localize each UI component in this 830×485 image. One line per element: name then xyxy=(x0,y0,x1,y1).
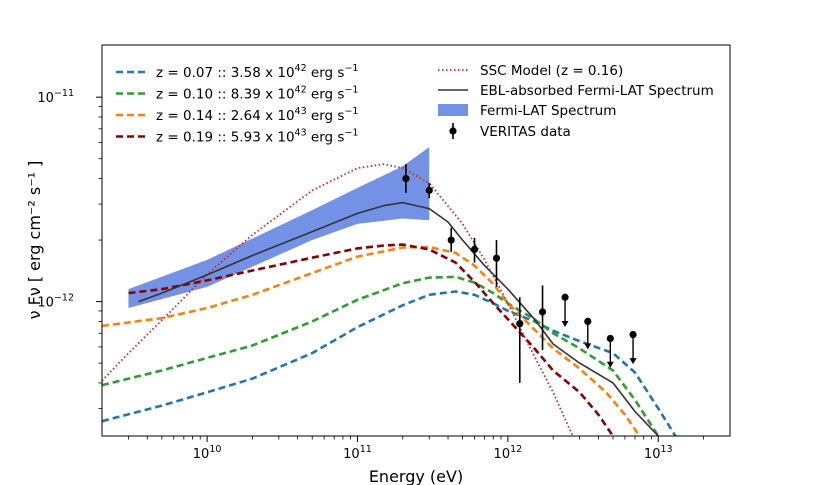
legend-swatch-veritas-dot xyxy=(449,127,457,135)
series-line-3 xyxy=(128,243,615,436)
x-tick-label-3: 1013 xyxy=(644,444,673,462)
legend-label-2: z = 0.14 :: 2.64 x 1043 erg s−1 xyxy=(156,106,358,124)
fermi-lat-band xyxy=(128,147,430,309)
legend-label-3: z = 0.19 :: 5.93 x 1043 erg s−1 xyxy=(156,128,358,146)
veritas-layer xyxy=(402,164,637,383)
series-line-0 xyxy=(102,290,677,436)
x-tick-label-2: 1012 xyxy=(494,444,523,462)
x-tick-label-0: 1010 xyxy=(193,444,222,462)
veritas-point-2 xyxy=(447,236,455,244)
veritas-ul-arrow-3 xyxy=(629,358,637,365)
plot-frame xyxy=(101,44,731,437)
legend-label-veritas: VERITAS data xyxy=(480,124,571,140)
series-line-2 xyxy=(102,245,641,436)
veritas-point-1 xyxy=(425,186,433,194)
y-tick-label-0: 10−12 xyxy=(37,293,74,311)
veritas-ul-arrow-2 xyxy=(606,361,614,368)
veritas-point-4 xyxy=(492,254,501,262)
legend-label-1: z = 0.10 :: 8.39 x 1042 erg s−1 xyxy=(156,85,358,103)
series-line-4 xyxy=(102,163,574,436)
veritas-ul-arrow-1 xyxy=(584,343,592,350)
series-layer xyxy=(102,163,677,436)
veritas-ul-point-2 xyxy=(606,334,614,343)
x-tick-label-1: 1011 xyxy=(343,444,372,462)
veritas-ul-arrow-0 xyxy=(561,320,569,327)
fermi-band-layer xyxy=(128,147,430,309)
legend-swatch-fermi xyxy=(438,104,468,116)
ticks-layer: 1010 1011 1012 1013 10−12 10−11 xyxy=(37,88,704,462)
series-line-5 xyxy=(138,201,659,436)
y-tick-label-1: 10−11 xyxy=(37,88,74,106)
x-axis-label: Energy (eV) xyxy=(369,467,463,485)
veritas-point-5 xyxy=(516,320,524,328)
veritas-ul-point-3 xyxy=(629,330,637,339)
legend-label-0: z = 0.07 :: 3.58 x 1042 erg s−1 xyxy=(156,63,358,81)
legend: z = 0.07 :: 3.58 x 1042 erg s−1z = 0.10 … xyxy=(116,63,714,146)
y-axis-label: ν Fν [ erg cm⁻² s⁻¹ ] xyxy=(25,161,44,320)
legend-label-ssc: SSC Model (z = 0.16) xyxy=(480,63,623,79)
veritas-point-0 xyxy=(402,174,410,183)
veritas-ul-point-0 xyxy=(561,293,569,301)
legend-label-fermi: Fermi-LAT Spectrum xyxy=(480,103,616,119)
legend-label-ebl: EBL-absorbed Fermi-LAT Spectrum xyxy=(480,83,714,99)
veritas-ul-point-1 xyxy=(584,317,592,325)
series-line-1 xyxy=(102,275,660,436)
veritas-point-6 xyxy=(538,308,547,316)
veritas-point-3 xyxy=(470,245,479,254)
